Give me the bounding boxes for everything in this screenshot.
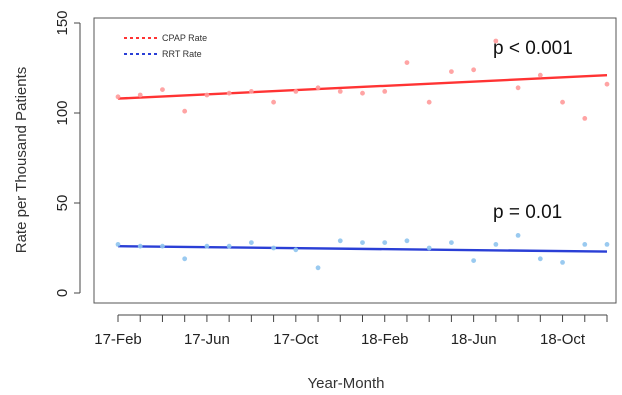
legend: CPAP Rate RRT Rate [124, 33, 207, 59]
rrt-point [537, 256, 543, 262]
legend-cpap-label: CPAP Rate [162, 33, 207, 43]
y-tick-label: 100 [54, 100, 71, 125]
rrt-point [204, 243, 210, 249]
cpap-point [382, 89, 388, 94]
rrt-point [315, 265, 321, 271]
cpap-point [293, 89, 299, 94]
plot-frame [93, 17, 617, 304]
rrt-point [449, 240, 454, 246]
cpap-point [582, 116, 588, 121]
x-tick-label: 17-Oct [273, 331, 319, 348]
y-tick-label: 0 [54, 289, 71, 297]
rrt-point [226, 243, 232, 249]
cpap-point [515, 85, 521, 91]
cpap-point [537, 72, 543, 78]
legend-rrt-label: RRT Rate [162, 49, 202, 59]
y-tick-label: 50 [54, 195, 71, 212]
cpap-point [493, 38, 499, 44]
rrt-point [404, 238, 410, 244]
cpap-point [315, 85, 321, 91]
x-tick-label: 17-Jun [184, 331, 230, 348]
cpap-point [404, 60, 410, 65]
rrt-point [560, 260, 565, 265]
y-tick-label: 150 [54, 10, 71, 35]
cpap-point [426, 99, 432, 105]
rrt-point [337, 238, 343, 244]
rrt-point [248, 240, 254, 246]
rrt-point [115, 242, 121, 247]
rrt-point [515, 233, 521, 238]
cpap-point [160, 87, 165, 92]
cpap-point [471, 67, 477, 73]
cpap-point [226, 90, 232, 96]
cpap-point [204, 92, 210, 98]
rrt-point [604, 242, 610, 247]
rrt-point [382, 240, 388, 246]
cpap-point [360, 90, 365, 96]
annotation-cpap-p-value: p < 0.001 [493, 38, 573, 59]
x-axis-title: Year-Month [308, 375, 385, 392]
cpap-point [248, 89, 254, 94]
annotation-rrt-p-value: p = 0.01 [493, 202, 562, 223]
rrt-point [271, 245, 276, 251]
x-tick-label: 18-Oct [540, 331, 586, 348]
cpap-point [604, 81, 610, 87]
x-tick-label: 17-Feb [94, 331, 142, 348]
rrt-point [160, 243, 165, 249]
cpap-point [115, 94, 121, 100]
x-tick-label: 18-Feb [361, 331, 409, 348]
x-tick-label: 18-Jun [451, 331, 497, 348]
rrt-point [182, 256, 188, 262]
rrt-trend-line [117, 245, 608, 253]
rrt-point [471, 258, 477, 263]
rrt-point [293, 247, 299, 253]
cpap-trend-line [117, 74, 608, 100]
cpap-point [449, 69, 454, 74]
rrt-point [360, 240, 365, 246]
cpap-point [182, 108, 188, 114]
cpap-point [271, 99, 276, 105]
rrt-point [493, 242, 499, 247]
cpap-point [137, 92, 143, 98]
y-axis-title: Rate per Thousand Patients [13, 67, 30, 254]
rrt-point [582, 242, 588, 247]
cpap-point [560, 99, 565, 105]
cpap-point [337, 89, 343, 94]
rrt-point [137, 243, 143, 249]
rrt-point [426, 245, 432, 251]
